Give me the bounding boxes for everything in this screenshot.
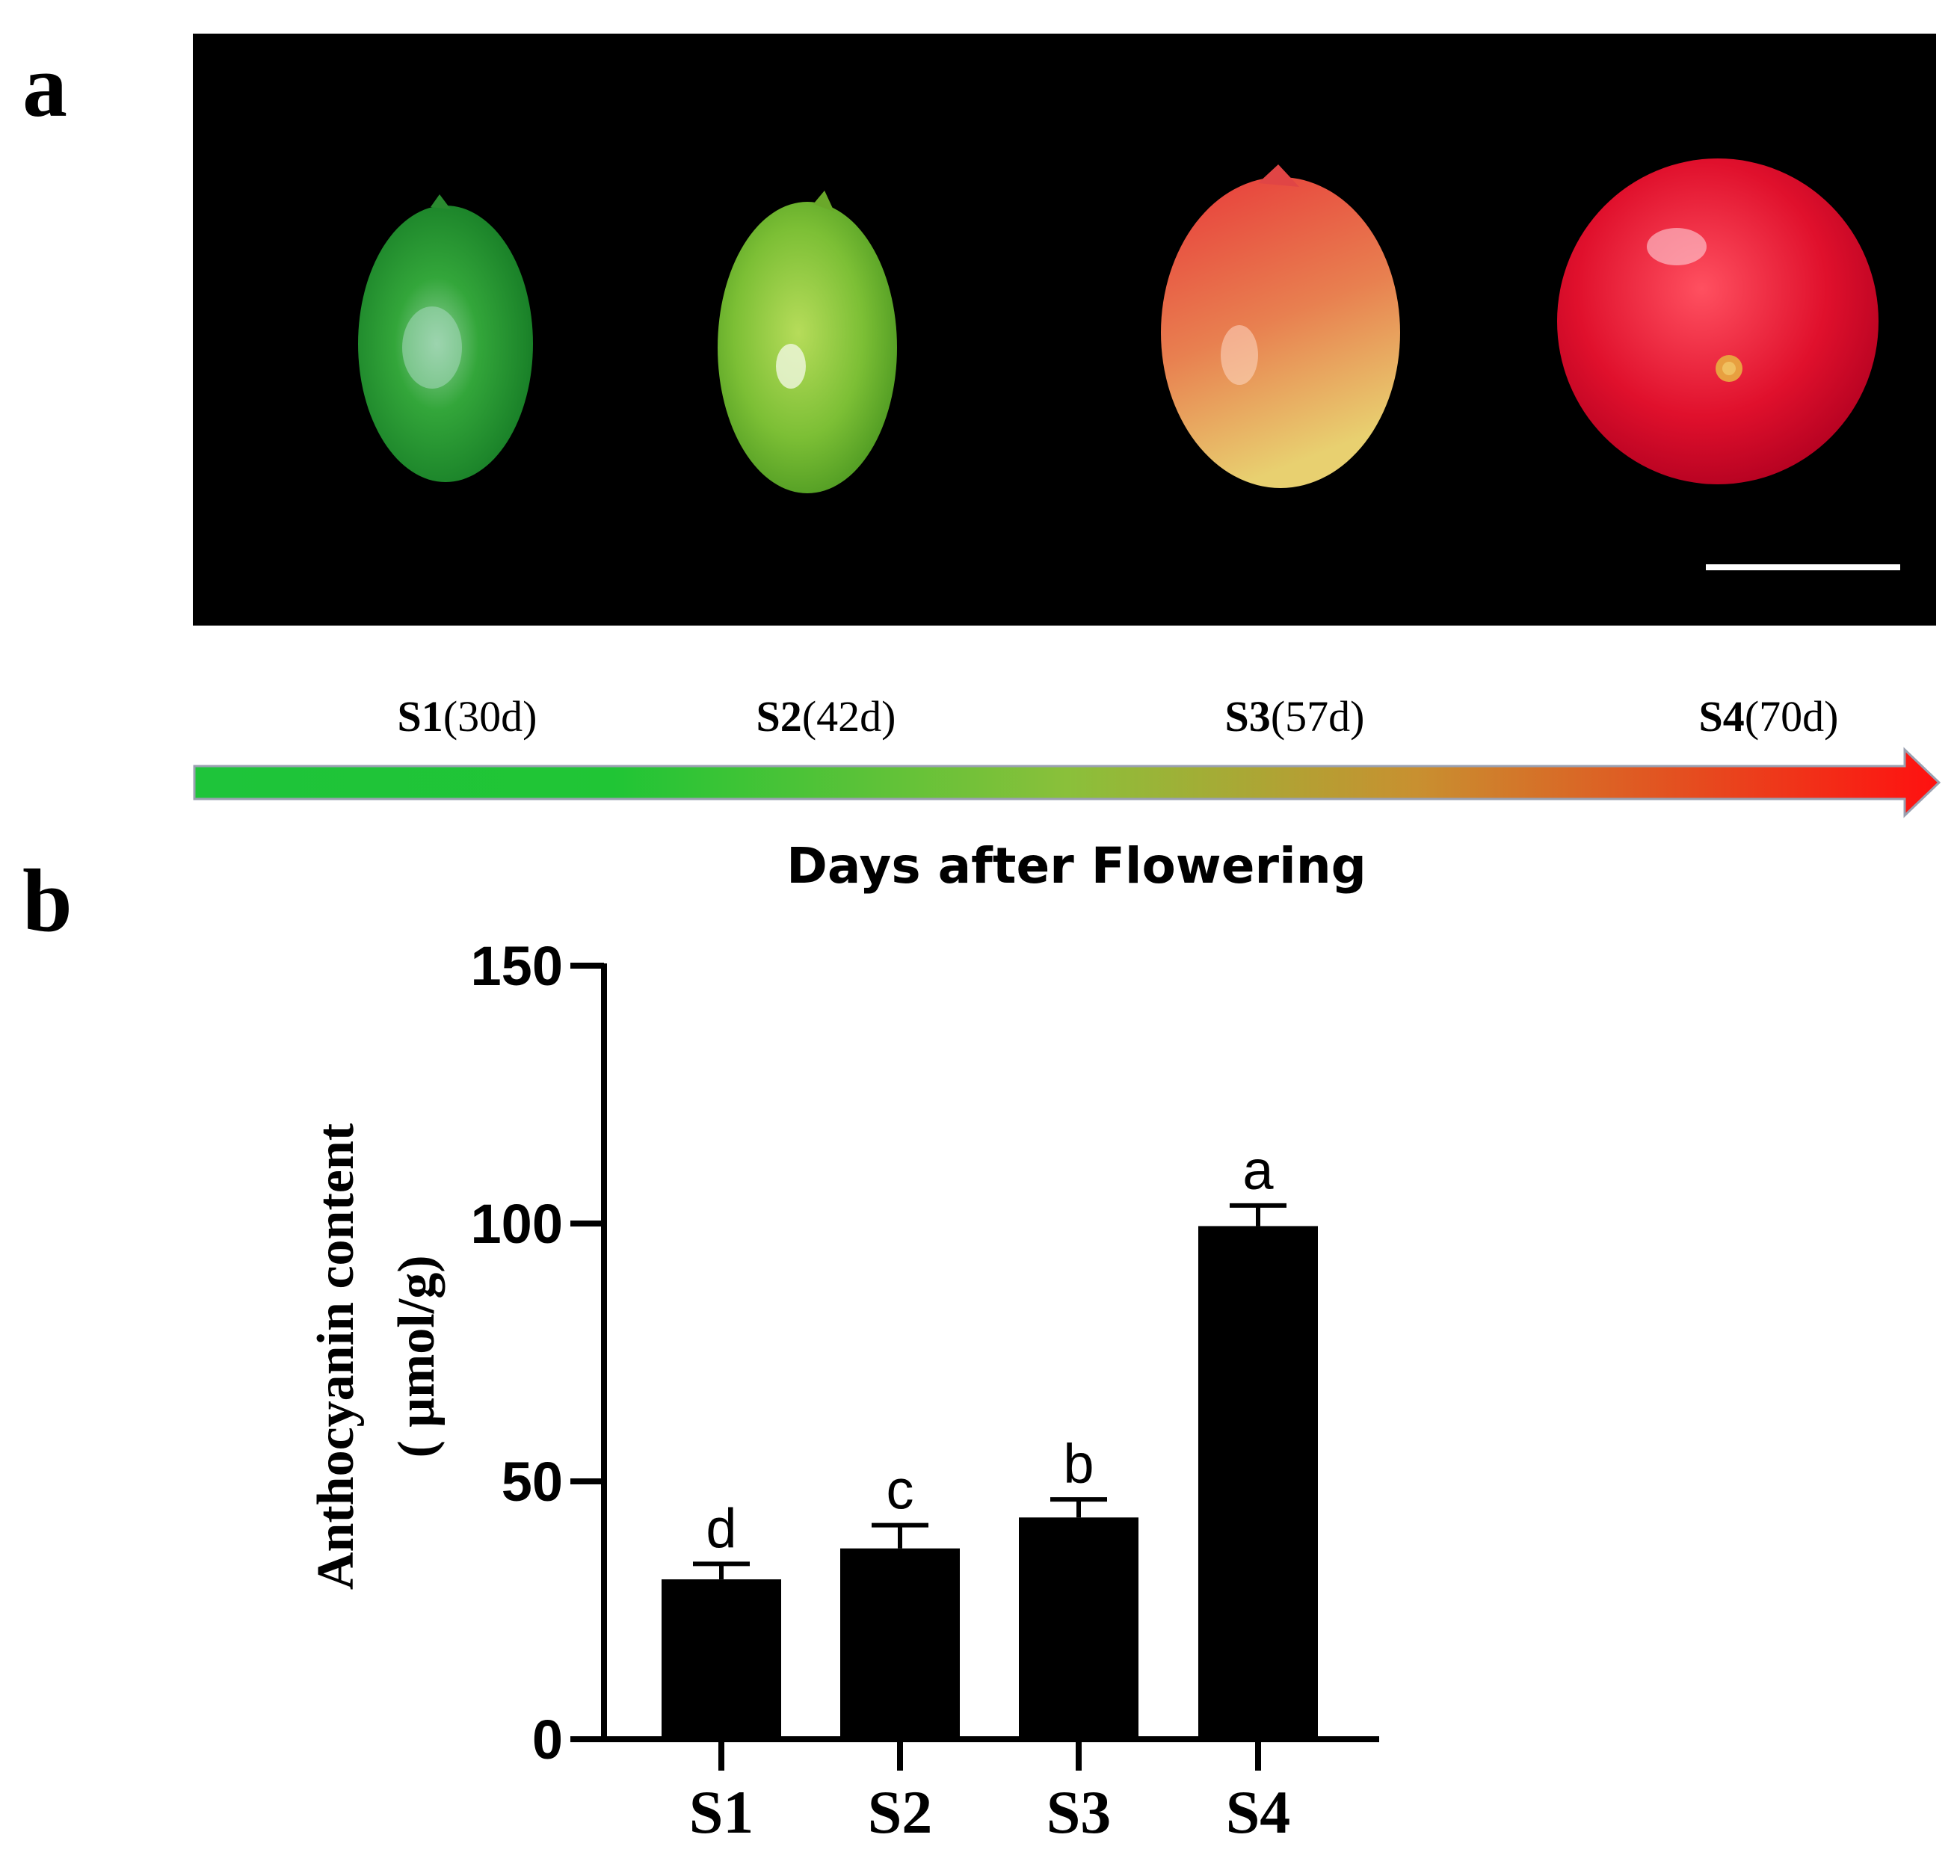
- bar-S4: [1198, 1226, 1318, 1739]
- timeline-arrow: [193, 747, 1941, 818]
- y-tick-label-0: 0: [532, 1709, 563, 1771]
- fruit-photo: [193, 34, 1936, 626]
- y-tick-label-150: 150: [471, 935, 563, 997]
- x-tick-label-S1: S1: [689, 1778, 754, 1846]
- significance-label-S2: c: [887, 1459, 914, 1521]
- fruit-s4: [1557, 158, 1879, 484]
- x-tick-label-S2: S2: [868, 1778, 933, 1846]
- y-tick-label-100: 100: [471, 1193, 563, 1255]
- stage-label-s4: S4(70d): [1698, 692, 1839, 741]
- scale-bar: [1706, 564, 1900, 570]
- y-axis-label-line1: Anthocyanin content: [307, 1123, 365, 1590]
- fruit-s2: [718, 191, 897, 493]
- bar-S2: [840, 1548, 960, 1739]
- panel-label-b: b: [22, 851, 73, 950]
- fruit-s1: [358, 194, 533, 482]
- significance-label-S1: d: [706, 1497, 736, 1559]
- significance-label-S4: a: [1242, 1139, 1274, 1201]
- bar-S1: [662, 1579, 781, 1739]
- stage-label-s2: S2(42d): [756, 692, 896, 741]
- y-tick-label-50: 50: [502, 1451, 563, 1513]
- y-axis-label-line2: ( μmol/g): [388, 1255, 446, 1457]
- panel-label-a: a: [22, 36, 67, 135]
- fruit-s3: [1161, 164, 1400, 488]
- significance-label-S3: b: [1063, 1433, 1094, 1495]
- x-tick-label-S4: S4: [1226, 1778, 1291, 1846]
- stage-label-s3: S3(57d): [1224, 692, 1365, 741]
- timeline-title: Days after Flowering: [786, 837, 1366, 895]
- bar-S3: [1019, 1517, 1138, 1739]
- x-tick-label-S3: S3: [1047, 1778, 1112, 1846]
- stage-label-s1: S1(30d): [397, 692, 537, 741]
